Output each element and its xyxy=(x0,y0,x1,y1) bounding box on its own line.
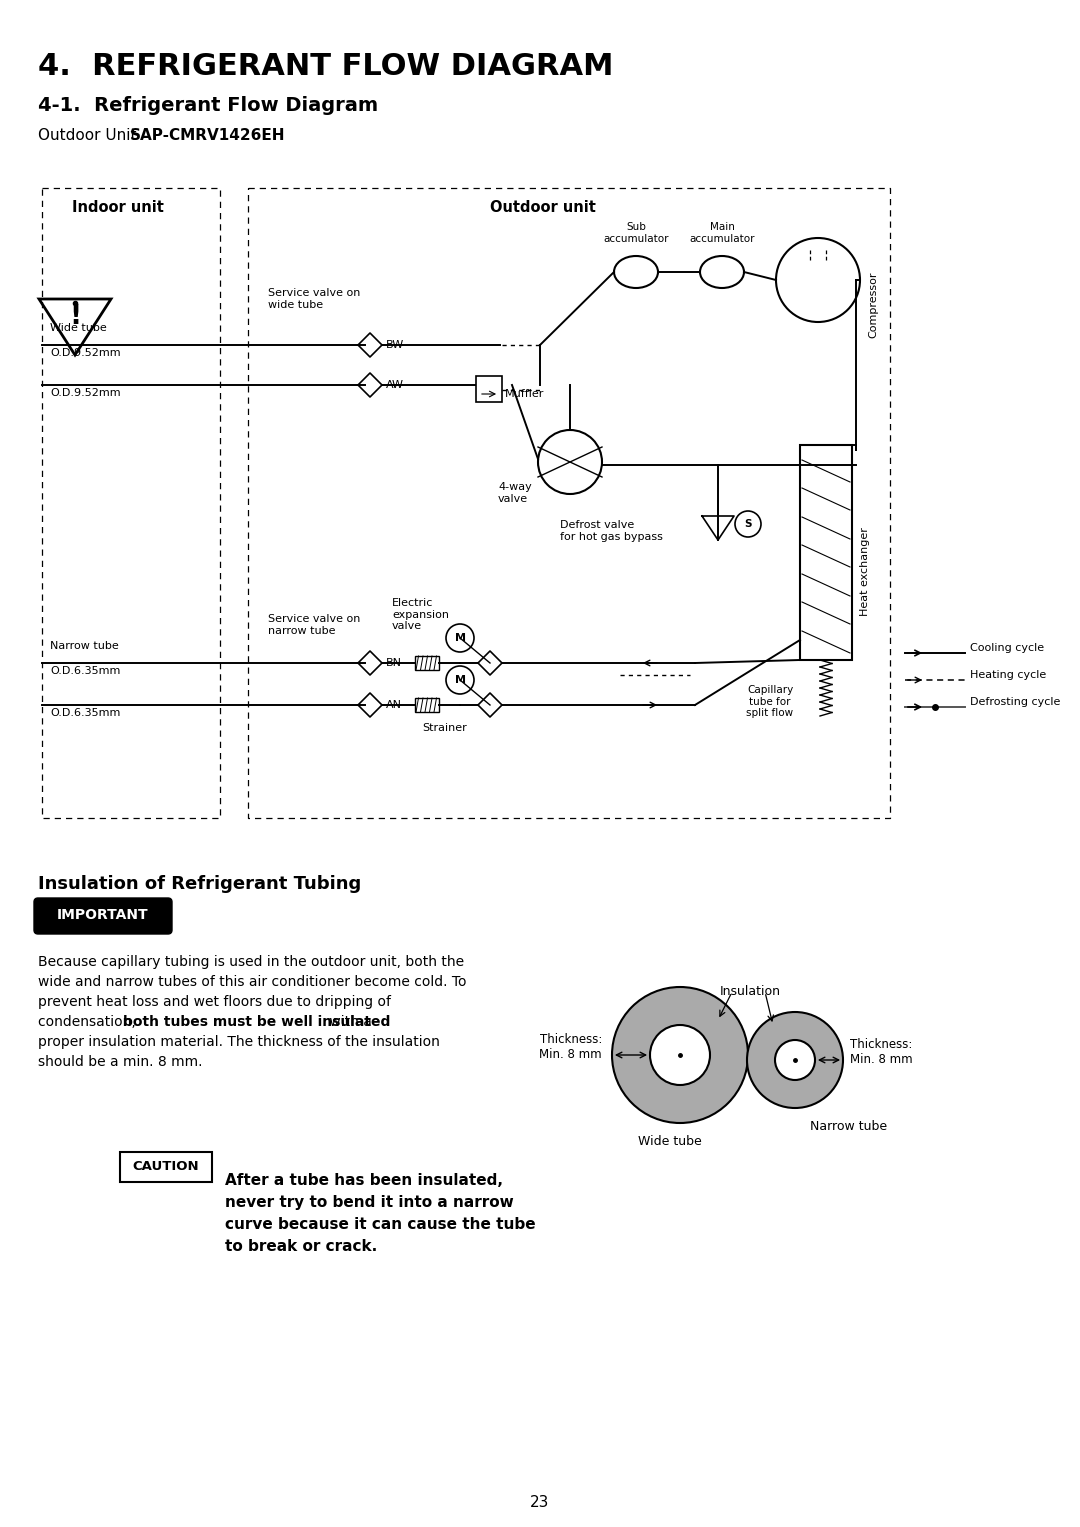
Text: with a: with a xyxy=(325,1015,372,1029)
Text: Wide tube: Wide tube xyxy=(50,324,107,333)
Bar xyxy=(800,444,852,660)
Text: Outdoor unit: Outdoor unit xyxy=(490,200,596,215)
Text: O.D.6.35mm: O.D.6.35mm xyxy=(50,666,120,676)
Text: Insulation: Insulation xyxy=(719,985,781,999)
Text: wide and narrow tubes of this air conditioner become cold. To: wide and narrow tubes of this air condit… xyxy=(38,976,467,989)
Text: Heating cycle: Heating cycle xyxy=(970,670,1047,680)
Text: CAUTION: CAUTION xyxy=(133,1161,200,1174)
Text: proper insulation material. The thickness of the insulation: proper insulation material. The thicknes… xyxy=(38,1035,440,1049)
Text: Muffler: Muffler xyxy=(505,389,544,399)
Text: Because capillary tubing is used in the outdoor unit, both the: Because capillary tubing is used in the … xyxy=(38,954,464,970)
Text: Defrost valve
for hot gas bypass: Defrost valve for hot gas bypass xyxy=(561,521,663,542)
Bar xyxy=(415,657,438,670)
Text: AN: AN xyxy=(386,699,402,710)
Text: 4.  REFRIGERANT FLOW DIAGRAM: 4. REFRIGERANT FLOW DIAGRAM xyxy=(38,52,613,81)
FancyBboxPatch shape xyxy=(33,898,172,935)
Circle shape xyxy=(747,1012,843,1109)
Circle shape xyxy=(650,1025,710,1086)
Text: S: S xyxy=(744,519,752,528)
Text: !: ! xyxy=(69,304,81,330)
Text: Insulation of Refrigerant Tubing: Insulation of Refrigerant Tubing xyxy=(38,875,361,893)
Text: 4-1.  Refrigerant Flow Diagram: 4-1. Refrigerant Flow Diagram xyxy=(38,96,378,115)
Text: Electric
expansion
valve: Electric expansion valve xyxy=(392,599,449,631)
Bar xyxy=(476,376,502,402)
Bar xyxy=(415,698,438,712)
Text: Sub
accumulator: Sub accumulator xyxy=(604,223,669,244)
Text: M: M xyxy=(455,634,465,643)
Text: Defrosting cycle: Defrosting cycle xyxy=(970,696,1061,707)
Text: Heat exchanger: Heat exchanger xyxy=(860,527,870,617)
Text: Thickness:
Min. 8 mm: Thickness: Min. 8 mm xyxy=(539,1032,602,1061)
Text: Narrow tube: Narrow tube xyxy=(50,641,119,651)
Text: prevent heat loss and wet floors due to dripping of: prevent heat loss and wet floors due to … xyxy=(38,996,391,1009)
Text: curve because it can cause the tube: curve because it can cause the tube xyxy=(225,1217,536,1232)
Text: never try to bend it into a narrow: never try to bend it into a narrow xyxy=(225,1196,514,1209)
Text: Service valve on
narrow tube: Service valve on narrow tube xyxy=(268,614,361,635)
Text: O.D.6.35mm: O.D.6.35mm xyxy=(50,709,120,718)
Text: to break or crack.: to break or crack. xyxy=(225,1238,377,1254)
Text: Wide tube: Wide tube xyxy=(638,1135,702,1148)
Text: 4-way
valve: 4-way valve xyxy=(498,483,531,504)
Text: Indoor unit: Indoor unit xyxy=(72,200,164,215)
FancyBboxPatch shape xyxy=(120,1151,212,1182)
Text: Strainer: Strainer xyxy=(422,722,468,733)
Text: Narrow tube: Narrow tube xyxy=(810,1119,887,1133)
Text: O.D.9.52mm: O.D.9.52mm xyxy=(50,348,121,357)
Text: Thickness:
Min. 8 mm: Thickness: Min. 8 mm xyxy=(850,1038,913,1066)
Text: should be a min. 8 mm.: should be a min. 8 mm. xyxy=(38,1055,203,1069)
Text: BN: BN xyxy=(386,658,402,667)
Text: After a tube has been insulated,: After a tube has been insulated, xyxy=(225,1173,503,1188)
Text: Capillary
tube for
split flow: Capillary tube for split flow xyxy=(746,686,794,718)
Text: Main
accumulator: Main accumulator xyxy=(689,223,755,244)
Text: both tubes must be well insulated: both tubes must be well insulated xyxy=(123,1015,391,1029)
Text: M: M xyxy=(455,675,465,686)
Circle shape xyxy=(775,1040,815,1080)
Text: condensation,: condensation, xyxy=(38,1015,140,1029)
Text: IMPORTANT: IMPORTANT xyxy=(57,909,149,922)
Text: SAP-CMRV1426EH: SAP-CMRV1426EH xyxy=(130,128,285,144)
Text: BW: BW xyxy=(386,341,404,350)
Text: AW: AW xyxy=(386,380,404,389)
Text: Cooling cycle: Cooling cycle xyxy=(970,643,1044,654)
Text: O.D.9.52mm: O.D.9.52mm xyxy=(50,388,121,399)
Text: 23: 23 xyxy=(530,1495,550,1510)
Text: Service valve on
wide tube: Service valve on wide tube xyxy=(268,289,361,310)
Text: Compressor: Compressor xyxy=(868,272,878,339)
Circle shape xyxy=(612,986,748,1122)
Text: Outdoor Unit: Outdoor Unit xyxy=(38,128,146,144)
